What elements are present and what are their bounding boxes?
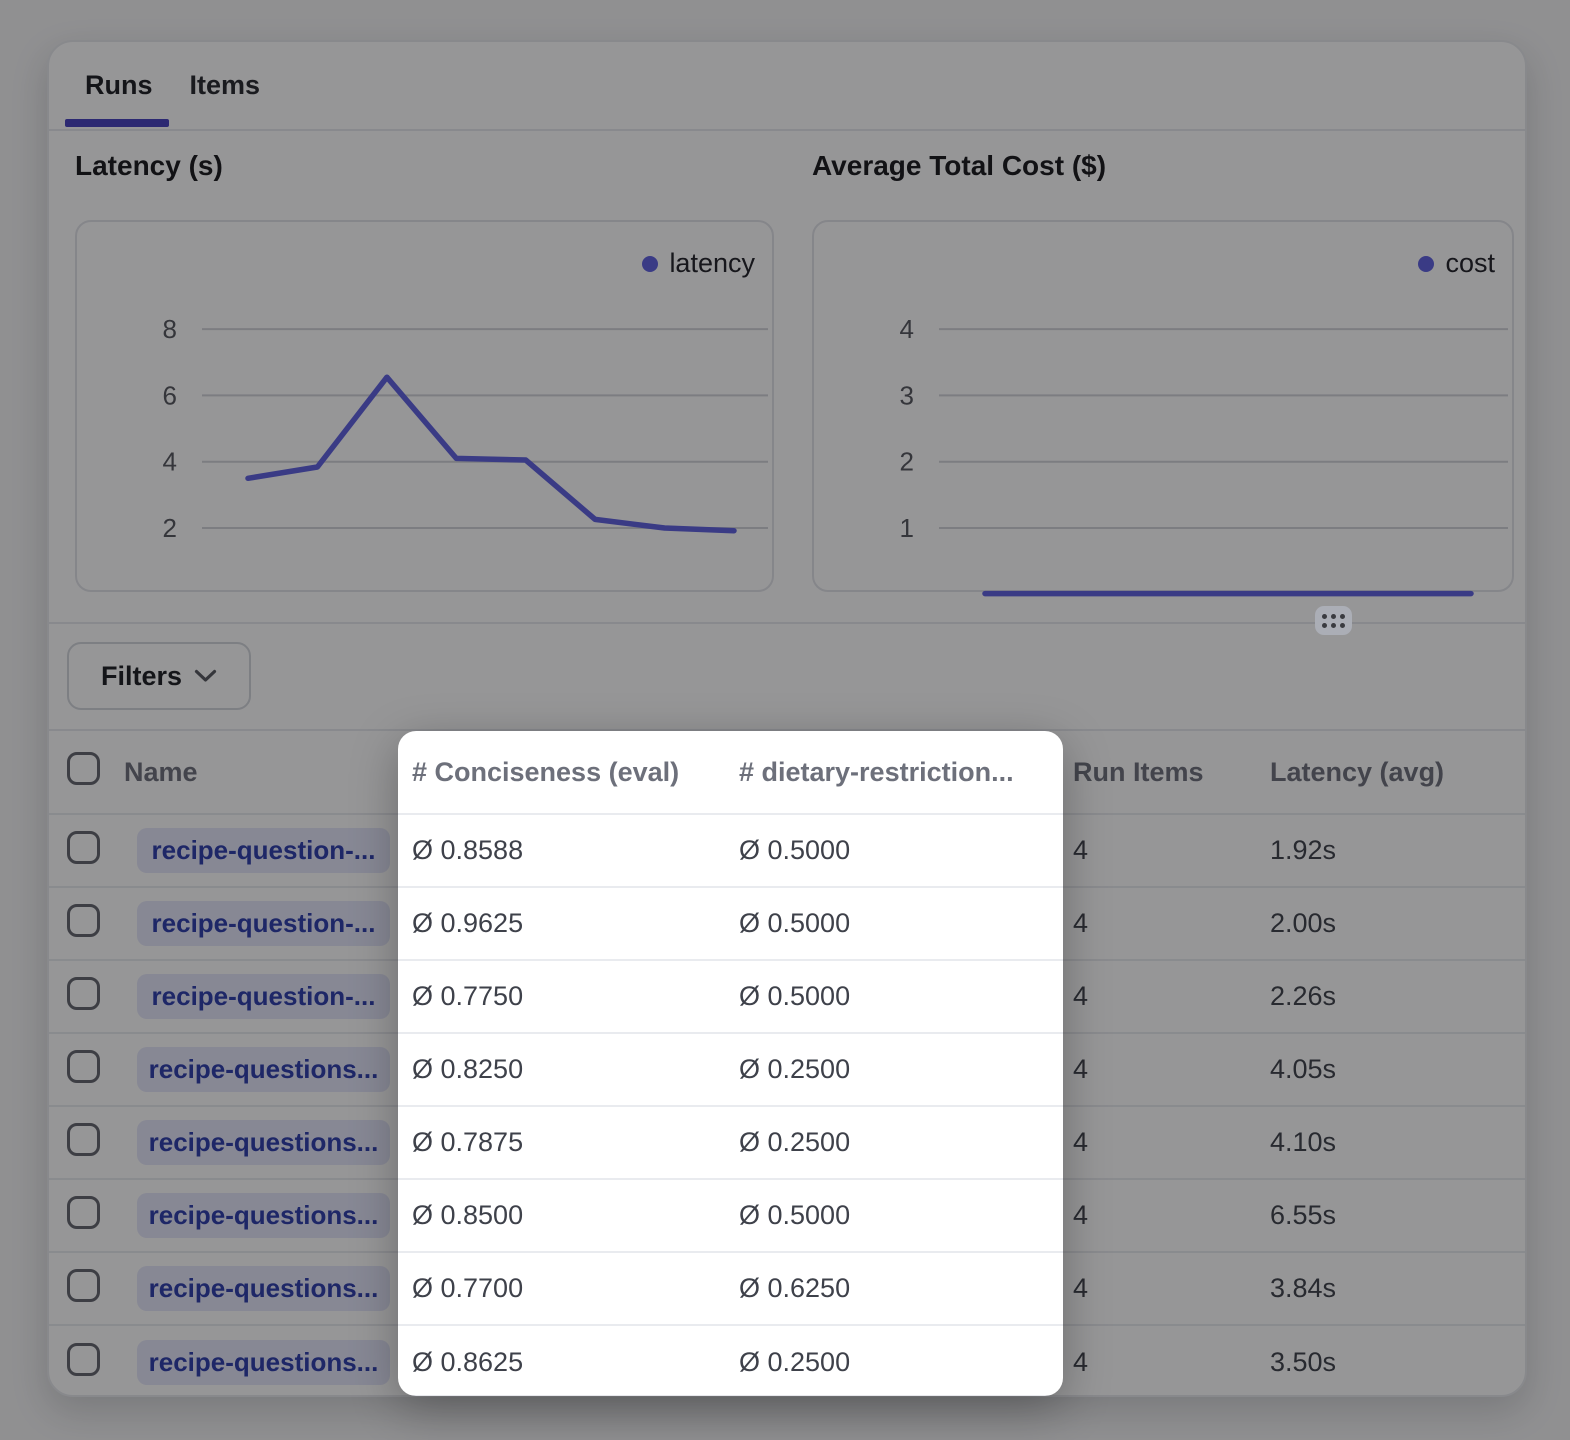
filters-button[interactable]: Filters <box>67 642 251 710</box>
dietary-cell: Ø 0.5000 <box>727 981 1061 1012</box>
dietary-cell: Ø 0.2500 <box>727 1347 1061 1378</box>
latency-chart-title: Latency (s) <box>75 150 223 182</box>
conciseness-cell: Ø 0.7700 <box>400 1273 727 1304</box>
run-items-cell: 4 <box>1061 1200 1258 1231</box>
run-items-cell: 4 <box>1061 1273 1258 1304</box>
dietary-cell: Ø 0.6250 <box>727 1273 1061 1304</box>
run-name-badge[interactable]: recipe-question-... <box>137 974 390 1019</box>
run-name-badge[interactable]: recipe-questions... <box>137 1047 390 1092</box>
column-header-name[interactable]: Name <box>120 757 400 788</box>
column-header-latency[interactable]: Latency (avg) <box>1258 757 1525 788</box>
latency-cell: 6.55s <box>1258 1200 1525 1231</box>
svg-text:2: 2 <box>900 447 914 477</box>
column-header-dietary[interactable]: # dietary-restriction... <box>727 757 1061 788</box>
run-name-badge[interactable]: recipe-question-... <box>137 828 390 873</box>
dietary-cell: Ø 0.2500 <box>727 1127 1061 1158</box>
conciseness-cell: Ø 0.8588 <box>400 835 727 866</box>
tab-items[interactable]: Items <box>190 70 261 101</box>
row-checkbox[interactable] <box>67 904 100 937</box>
tab-bar: Runs Items <box>49 42 1525 129</box>
select-all-checkbox[interactable] <box>67 752 100 785</box>
row-checkbox[interactable] <box>67 1269 100 1302</box>
table-row: recipe-questions... Ø 0.8250Ø 0.250044.05… <box>49 1034 1525 1107</box>
run-items-cell: 4 <box>1061 1127 1258 1158</box>
table-body: recipe-question-...Ø 0.8588Ø 0.500041.92… <box>49 815 1525 1397</box>
dietary-cell: Ø 0.5000 <box>727 1200 1061 1231</box>
cost-legend-label: cost <box>1445 248 1495 279</box>
cost-chart-title: Average Total Cost ($) <box>812 150 1106 182</box>
run-name-badge[interactable]: recipe-questions... <box>137 1266 390 1311</box>
conciseness-cell: Ø 0.9625 <box>400 908 727 939</box>
drag-handle[interactable] <box>1315 606 1352 635</box>
app-canvas: Runs Items Latency (s) Average Total Cos… <box>0 0 1570 1440</box>
latency-chart-card: 2 4 6 8 latency <box>75 220 774 592</box>
section-divider-top <box>49 129 1525 131</box>
svg-text:4: 4 <box>900 314 914 344</box>
run-items-cell: 4 <box>1061 835 1258 866</box>
conciseness-cell: Ø 0.8250 <box>400 1054 727 1085</box>
tab-runs[interactable]: Runs <box>85 70 153 101</box>
run-items-cell: 4 <box>1061 1347 1258 1378</box>
cost-legend: cost <box>1418 248 1495 279</box>
run-items-cell: 4 <box>1061 981 1258 1012</box>
latency-cell: 4.10s <box>1258 1127 1525 1158</box>
row-checkbox[interactable] <box>67 1343 100 1376</box>
latency-cell: 2.00s <box>1258 908 1525 939</box>
table-row: recipe-questions... Ø 0.7875Ø 0.250044.10… <box>49 1107 1525 1180</box>
row-checkbox[interactable] <box>67 977 100 1010</box>
conciseness-cell: Ø 0.8500 <box>400 1200 727 1231</box>
chevron-down-icon <box>194 669 217 683</box>
table-row: recipe-questions... Ø 0.8625Ø 0.250043.50… <box>49 1326 1525 1397</box>
table-row: recipe-questions... Ø 0.8500Ø 0.500046.55… <box>49 1180 1525 1253</box>
column-header-run-items[interactable]: Run Items <box>1061 757 1258 788</box>
latency-legend-dot-icon <box>642 256 658 272</box>
table-header-row: Name # Conciseness (eval) # dietary-rest… <box>49 729 1525 815</box>
latency-legend-label: latency <box>669 248 755 279</box>
column-header-conciseness[interactable]: # Conciseness (eval) <box>400 757 727 788</box>
row-checkbox[interactable] <box>67 831 100 864</box>
cost-plot: 1 2 3 4 <box>814 222 1512 590</box>
conciseness-cell: Ø 0.8625 <box>400 1347 727 1378</box>
run-name-badge[interactable]: recipe-questions... <box>137 1120 390 1165</box>
svg-text:8: 8 <box>163 314 177 344</box>
run-name-badge[interactable]: recipe-questions... <box>137 1193 390 1238</box>
conciseness-cell: Ø 0.7875 <box>400 1127 727 1158</box>
svg-text:3: 3 <box>900 380 914 410</box>
row-checkbox[interactable] <box>67 1050 100 1083</box>
run-name-badge[interactable]: recipe-questions... <box>137 1340 390 1385</box>
latency-cell: 2.26s <box>1258 981 1525 1012</box>
row-checkbox[interactable] <box>67 1196 100 1229</box>
run-name-badge[interactable]: recipe-question-... <box>137 901 390 946</box>
svg-text:2: 2 <box>163 513 177 543</box>
cost-legend-dot-icon <box>1418 256 1434 272</box>
svg-text:4: 4 <box>163 447 177 477</box>
latency-cell: 3.50s <box>1258 1347 1525 1378</box>
dietary-cell: Ø 0.5000 <box>727 835 1061 866</box>
runs-table: Name # Conciseness (eval) # dietary-rest… <box>49 729 1525 1395</box>
latency-cell: 4.05s <box>1258 1054 1525 1085</box>
svg-text:1: 1 <box>900 513 914 543</box>
latency-cell: 3.84s <box>1258 1273 1525 1304</box>
run-items-cell: 4 <box>1061 1054 1258 1085</box>
dietary-cell: Ø 0.5000 <box>727 908 1061 939</box>
cost-chart-card: 1 2 3 4 cost <box>812 220 1514 592</box>
runs-panel: Runs Items Latency (s) Average Total Cos… <box>47 40 1527 1397</box>
latency-cell: 1.92s <box>1258 835 1525 866</box>
table-row: recipe-question-... Ø 0.9625Ø 0.500042.00… <box>49 888 1525 961</box>
row-checkbox[interactable] <box>67 1123 100 1156</box>
table-row: recipe-question-... Ø 0.8588Ø 0.500041.92… <box>49 815 1525 888</box>
section-divider-bottom <box>49 622 1525 624</box>
grid-dots-icon <box>1322 614 1345 628</box>
filters-button-label: Filters <box>101 661 182 692</box>
run-items-cell: 4 <box>1061 908 1258 939</box>
conciseness-cell: Ø 0.7750 <box>400 981 727 1012</box>
active-tab-underline <box>65 119 169 127</box>
dietary-cell: Ø 0.2500 <box>727 1054 1061 1085</box>
latency-legend: latency <box>642 248 755 279</box>
svg-text:6: 6 <box>163 380 177 410</box>
table-row: recipe-questions... Ø 0.7700Ø 0.625043.84… <box>49 1253 1525 1326</box>
table-row: recipe-question-... Ø 0.7750Ø 0.500042.26… <box>49 961 1525 1034</box>
